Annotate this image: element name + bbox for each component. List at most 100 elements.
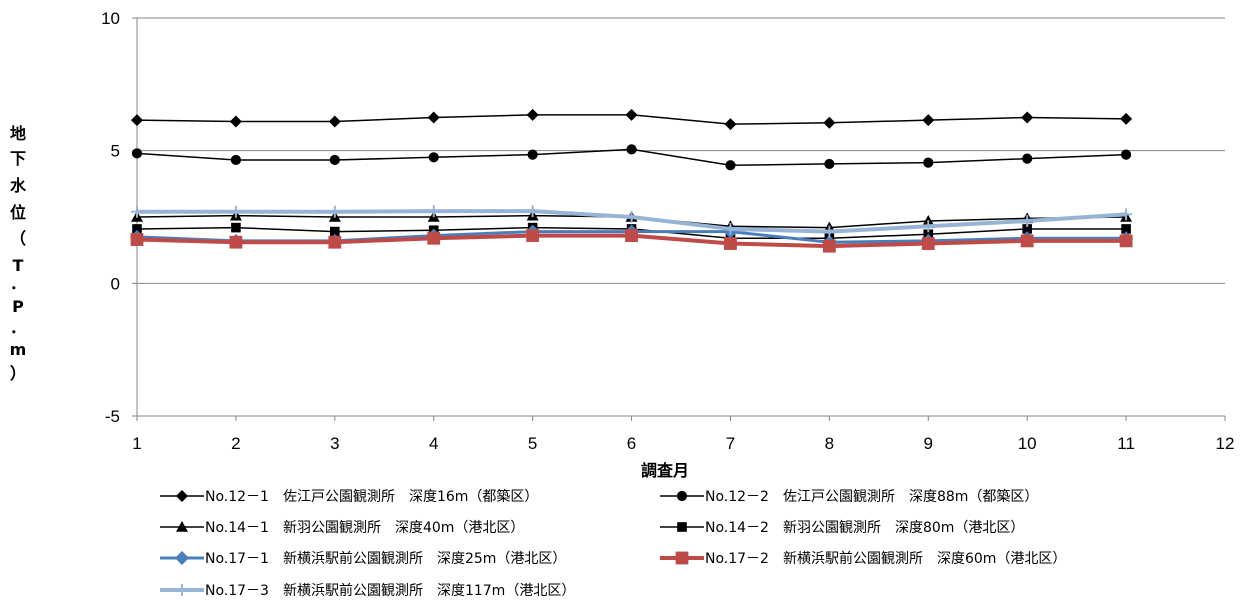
legend-label: No.14－2 新羽公園観測所 深度80m（港北区）	[705, 519, 1024, 536]
data-point	[1022, 153, 1033, 164]
data-point	[677, 522, 687, 532]
y-axis-label-char: m	[10, 340, 27, 359]
x-tick-label: 10	[1018, 434, 1037, 453]
x-tick-label: 9	[924, 434, 933, 453]
x-tick-label: 5	[528, 434, 537, 453]
data-point	[175, 551, 189, 565]
data-point	[428, 152, 439, 163]
data-point	[724, 237, 737, 250]
y-axis-label-char: （	[10, 229, 26, 248]
data-point	[328, 235, 342, 249]
y-axis-ticks: 10 5 0 -5	[101, 9, 120, 426]
data-point	[921, 237, 935, 250]
series-group	[130, 108, 1134, 253]
legend-item: No.12－2 佐江戸公園観測所 深度88m（都築区）	[660, 488, 1038, 505]
x-tick-label: 8	[825, 434, 834, 453]
y-axis-label-char: T	[13, 256, 24, 275]
data-point	[625, 229, 638, 242]
data-point	[1119, 234, 1133, 248]
legend-label: No.17－2 新横浜駅前公園観測所 深度60m（港北区）	[705, 550, 1066, 567]
data-point	[822, 239, 836, 253]
legend-item: No.14－1 新羽公園観測所 深度40m（港北区）	[160, 519, 524, 536]
data-point	[229, 205, 242, 218]
legend-label: No.14－1 新羽公園観測所 深度40m（港北区）	[205, 519, 524, 536]
data-point	[131, 148, 143, 159]
data-point	[427, 205, 440, 218]
data-point	[176, 584, 188, 596]
y-axis-label-char: P	[12, 297, 24, 316]
y-tick-label: 5	[111, 142, 120, 161]
legend: No.12－1 佐江戸公園観測所 深度16m（都築区） No.12－2 佐江戸公園…	[160, 488, 1066, 599]
data-point	[176, 490, 188, 502]
x-axis-ticks: 1 2 3 4 5 6 7 8 9 10 11 12	[132, 416, 1234, 453]
data-point	[230, 154, 242, 166]
data-point	[131, 114, 143, 127]
data-point	[922, 114, 935, 127]
data-point	[329, 154, 340, 166]
series-6	[130, 229, 1133, 253]
data-point	[427, 111, 440, 124]
data-point	[823, 116, 836, 129]
data-point	[725, 160, 736, 171]
x-axis-label: 調査月	[641, 461, 689, 480]
data-point	[176, 521, 188, 532]
data-point	[724, 118, 737, 131]
data-point	[923, 157, 934, 168]
data-point	[131, 205, 143, 218]
y-axis-label-char: ）	[10, 364, 26, 383]
data-point	[625, 108, 638, 121]
data-point	[1022, 224, 1032, 234]
y-axis-label-char: 下	[10, 149, 26, 168]
data-point	[1120, 149, 1132, 160]
data-point	[676, 490, 688, 502]
data-point	[626, 144, 637, 155]
data-point	[427, 231, 441, 245]
data-point	[675, 551, 689, 565]
data-point	[328, 205, 341, 218]
data-point	[527, 149, 538, 160]
data-point	[625, 211, 638, 223]
data-point	[1121, 224, 1131, 234]
legend-label: No.12－1 佐江戸公園観測所 深度16m（都築区）	[205, 488, 538, 505]
legend-item: No.14－2 新羽公園観測所 深度80m（港北区）	[660, 519, 1024, 536]
x-tick-label: 1	[132, 434, 141, 453]
data-point	[526, 229, 540, 242]
series-2	[131, 144, 1132, 171]
data-point	[724, 222, 737, 235]
legend-item: No.12－1 佐江戸公園観測所 深度16m（都築区）	[160, 488, 538, 505]
x-tick-label: 3	[330, 434, 339, 453]
x-tick-label: 11	[1117, 434, 1135, 453]
data-point	[526, 205, 539, 218]
x-tick-label: 6	[627, 434, 636, 453]
y-axis-label-char: 地	[10, 124, 26, 143]
data-point	[229, 115, 242, 128]
data-point	[1021, 111, 1034, 124]
y-tick-label: 10	[101, 9, 120, 28]
data-point	[229, 235, 243, 249]
data-point	[922, 220, 935, 233]
legend-label: No.17－3 新横浜駅前公園観測所 深度117m（港北区）	[205, 582, 575, 599]
data-point	[824, 158, 835, 170]
legend-item: No.17－1 新横浜駅前公園観測所 深度25m（港北区）	[160, 550, 566, 567]
data-point	[132, 224, 142, 234]
series-1	[131, 108, 1133, 131]
y-axis-label-char: 水	[10, 176, 27, 195]
y-axis-label-char: 位	[10, 203, 26, 222]
data-point	[1021, 214, 1034, 227]
y-tick-label: 0	[111, 274, 120, 293]
data-point	[1120, 208, 1133, 221]
y-axis-label-char: ．	[10, 274, 26, 293]
y-axis-label-char: ．	[10, 318, 26, 337]
x-tick-label: 4	[429, 434, 438, 453]
data-point	[1120, 112, 1133, 125]
legend-label: No.17－1 新横浜駅前公園観測所 深度25m（港北区）	[205, 550, 566, 567]
data-point	[330, 226, 340, 237]
legend-item: No.17－3 新横浜駅前公園観測所 深度117m（港北区）	[160, 582, 575, 599]
legend-item: No.17－2 新横浜駅前公園観測所 深度60m（港北区）	[660, 550, 1066, 567]
x-tick-label: 7	[726, 434, 735, 453]
y-tick-label: -5	[105, 407, 120, 426]
legend-label: No.12－2 佐江戸公園観測所 深度88m（都築区）	[705, 488, 1038, 505]
